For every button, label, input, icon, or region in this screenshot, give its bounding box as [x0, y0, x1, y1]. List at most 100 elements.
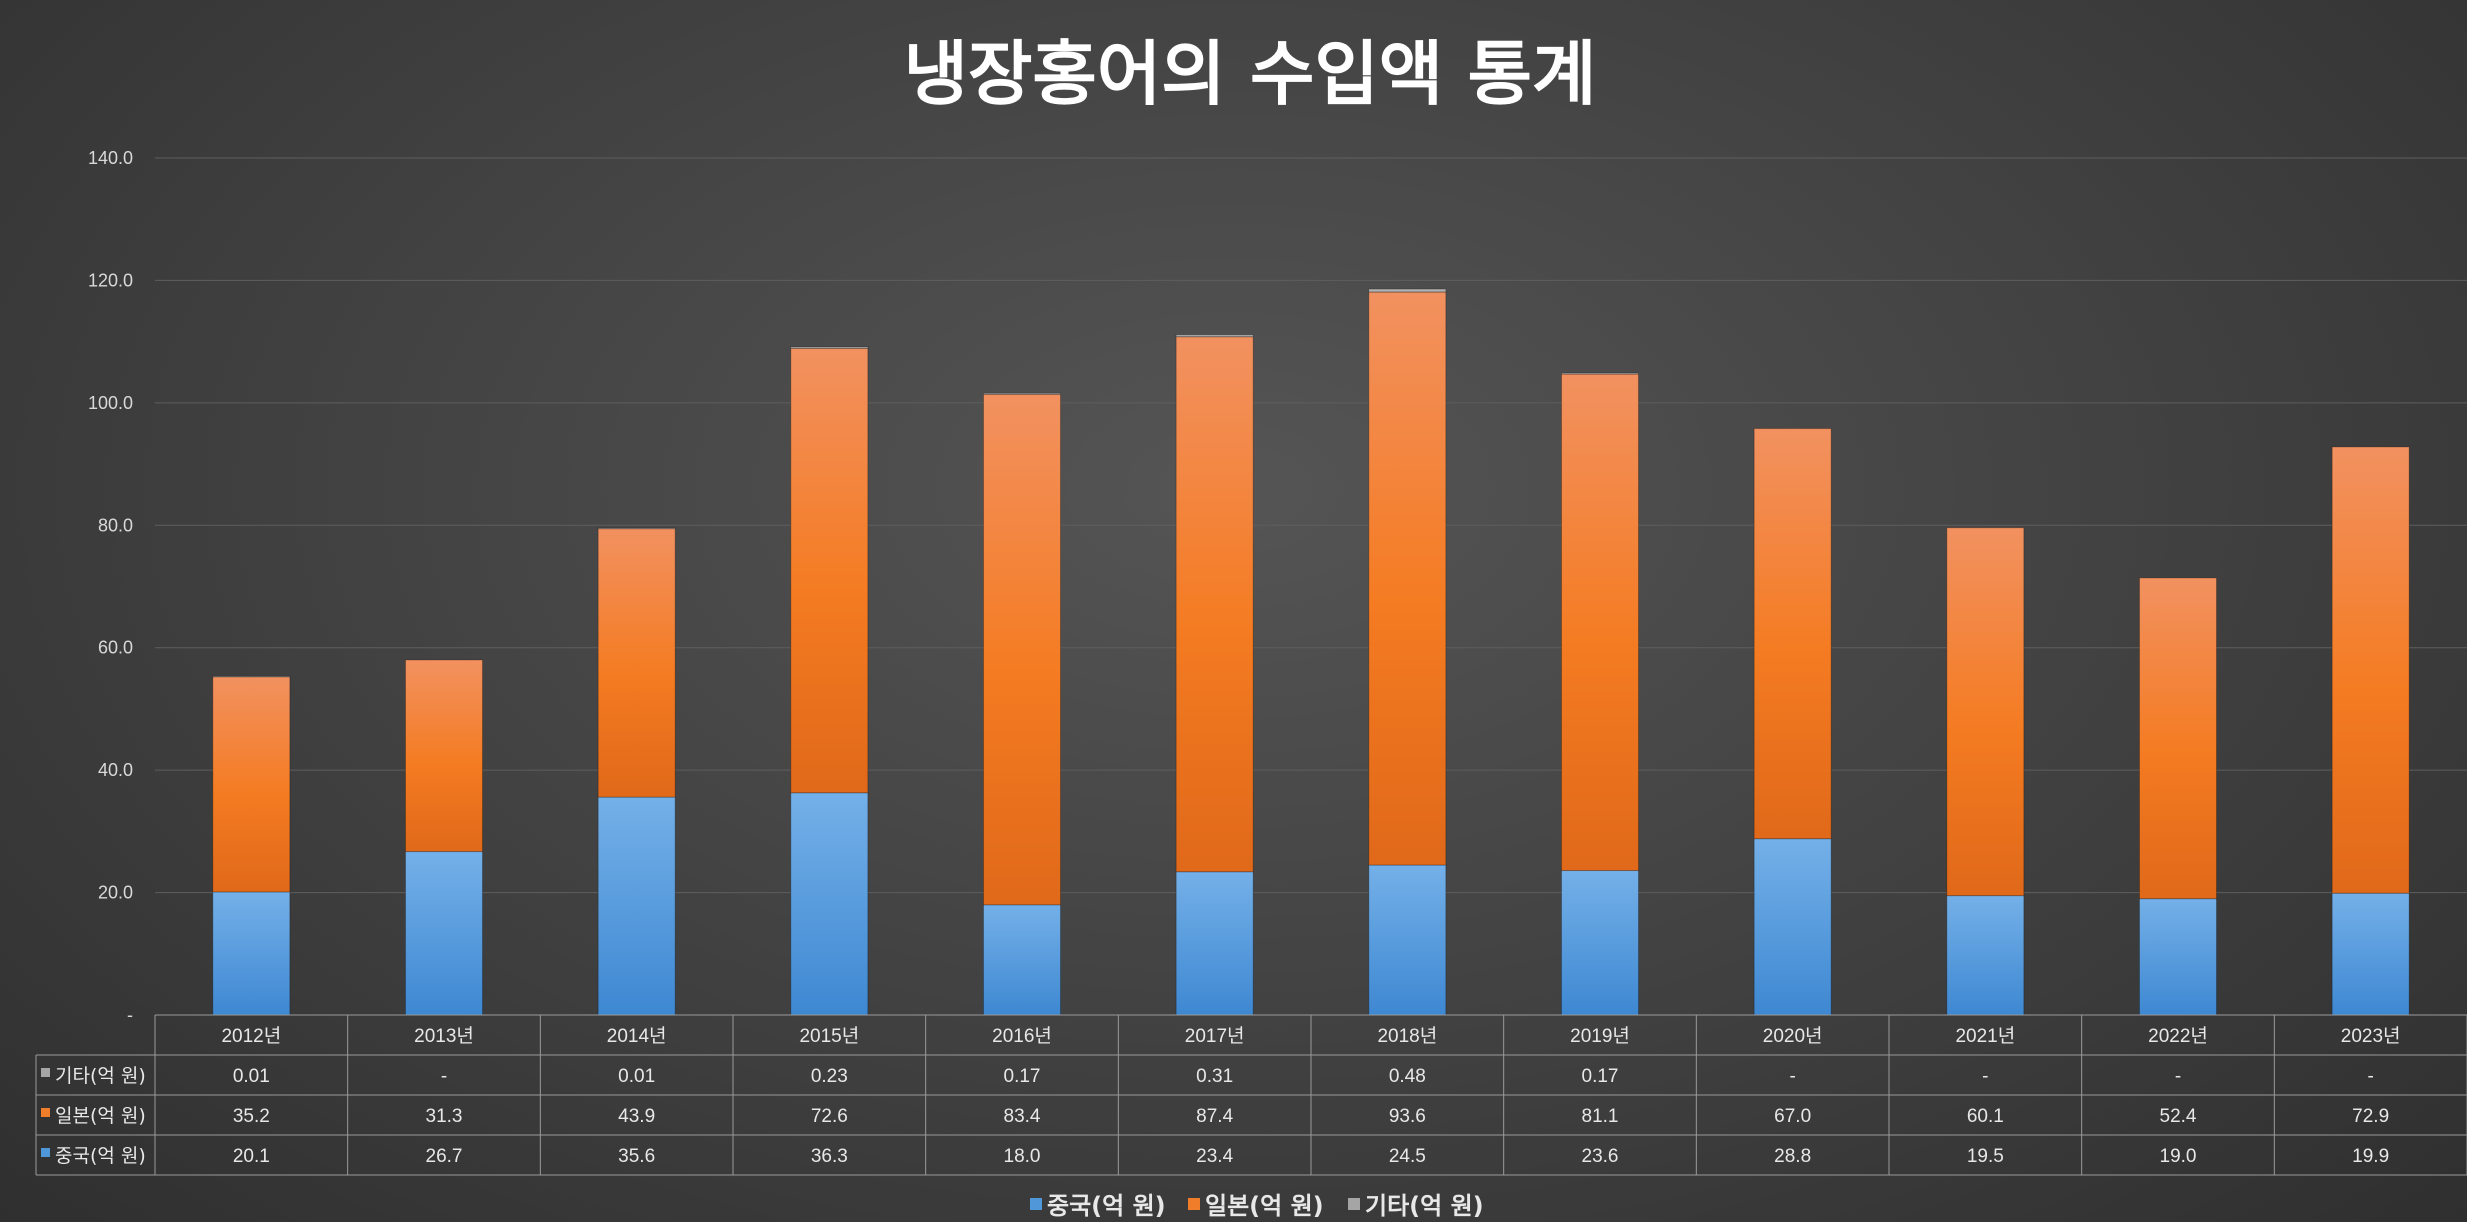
legend-label: 중국(억 원): [1047, 1192, 1166, 1220]
y-tick-label: 140.0: [88, 148, 133, 168]
bar-segment: [2139, 898, 2217, 1016]
table-cell-value: -: [2368, 1066, 2374, 1087]
bar-segment: [405, 659, 483, 853]
table-cell-value: 35.2: [233, 1106, 270, 1127]
bar-segment: [1561, 372, 1639, 375]
y-tick-label: 100.0: [88, 393, 133, 413]
table-row-label: 일본(억 원): [55, 1105, 146, 1127]
y-tick-label: 60.0: [98, 638, 133, 658]
bar-segment: [1561, 373, 1639, 872]
bar-segment: [1946, 527, 2025, 897]
table-category-label: 2015년: [799, 1025, 859, 1047]
table-cell-value: 0.01: [233, 1066, 270, 1087]
table-cell-value: 18.0: [1004, 1146, 1041, 1167]
bar-segment: [1368, 288, 1447, 293]
bar-segment: [2331, 892, 2410, 1016]
bar-segment: [1368, 864, 1447, 1016]
table-row-label: 기타(억 원): [55, 1065, 146, 1087]
bar-segment: [597, 796, 676, 1016]
y-tick-label: 120.0: [88, 270, 133, 290]
bar-segment: [983, 392, 1061, 395]
table-cell-value: 43.9: [618, 1106, 655, 1127]
table-cell-value: 81.1: [1582, 1106, 1619, 1127]
y-axis-tick-labels: - 20.0 40.0 60.0 80.0 100.0 120.0 140.0: [88, 148, 133, 1025]
bars: [212, 288, 2410, 1016]
y-tick-label: 80.0: [98, 515, 133, 535]
table-category-label: 2013년: [414, 1025, 474, 1047]
table-cell-value: 67.0: [1774, 1106, 1811, 1127]
table-category-label: 2017년: [1185, 1025, 1245, 1047]
legend-key: [1188, 1198, 1200, 1210]
y-tick-label: 20.0: [98, 883, 133, 903]
table-cell-value: 19.5: [1967, 1146, 2004, 1167]
table-cell-value: 23.6: [1582, 1146, 1619, 1167]
bar-segment: [597, 527, 676, 798]
table-cell-value: 72.9: [2352, 1106, 2389, 1127]
bar-segment: [790, 347, 869, 794]
table-category-label: 2012년: [221, 1025, 281, 1047]
table-cell-value: 60.1: [1967, 1106, 2004, 1127]
table-cell-value: 31.3: [426, 1106, 463, 1127]
table-cell-value: 0.31: [1196, 1066, 1233, 1087]
bar-segment: [405, 851, 483, 1016]
bar-segment: [1753, 838, 1832, 1016]
bar-segment: [1946, 895, 2025, 1016]
y-tick-label: -: [127, 1005, 133, 1025]
legend-key: [1030, 1198, 1042, 1210]
table-cell-value: 0.23: [811, 1066, 848, 1087]
table-cell-value: 24.5: [1389, 1146, 1426, 1167]
table-category-label: 2014년: [607, 1025, 667, 1047]
chart-title: 냉장홍어의 수입액 통계: [904, 33, 1597, 115]
bar-segment: [212, 675, 291, 678]
table-cell-value: 0.01: [618, 1066, 655, 1087]
bar-segment: [2139, 577, 2217, 900]
table-cell-value: 19.0: [2160, 1146, 2197, 1167]
table-cell-value: 72.6: [811, 1106, 848, 1127]
table-row-label: 중국(억 원): [55, 1145, 146, 1167]
bar-segment: [212, 891, 291, 1016]
table-row-legend-key: [41, 1108, 50, 1117]
bar-segment: [983, 904, 1061, 1016]
table-cell-value: 93.6: [1389, 1106, 1426, 1127]
table-cell-value: -: [441, 1066, 447, 1087]
table-cell-value: 0.48: [1389, 1066, 1426, 1087]
bar-segment: [212, 675, 291, 893]
table-cell-value: 20.1: [233, 1146, 270, 1167]
table-cell-value: 23.4: [1196, 1146, 1233, 1167]
table-cell-value: 35.6: [618, 1146, 655, 1167]
bar-segment: [597, 527, 676, 530]
bar-segment: [1561, 870, 1639, 1016]
table-cell-value: 87.4: [1196, 1106, 1233, 1127]
table-cell-value: -: [2175, 1066, 2181, 1087]
legend-key: [1348, 1198, 1360, 1210]
table-cell-value: 28.8: [1774, 1146, 1811, 1167]
bar-segment: [2331, 446, 2410, 894]
table-category-label: 2020년: [1763, 1025, 1823, 1047]
gridlines: [155, 157, 2467, 1016]
bar-segment: [1753, 428, 1832, 840]
table-row-legend-key: [41, 1068, 50, 1077]
table-cell-value: -: [1982, 1066, 1988, 1087]
table-category-label: 2023년: [2341, 1025, 2401, 1047]
legend-label: 기타(억 원): [1365, 1192, 1484, 1220]
table-row-legend-key: [41, 1148, 50, 1157]
bar-segment: [1368, 291, 1447, 866]
bar-segment: [1175, 336, 1254, 873]
table-category-label: 2021년: [1955, 1025, 2015, 1047]
y-tick-label: 40.0: [98, 760, 133, 780]
table-cell-value: 52.4: [2160, 1106, 2197, 1127]
legend: 중국(억 원) 일본(억 원) 기타(억 원): [1030, 1192, 1484, 1220]
bar-segment: [790, 792, 869, 1016]
table-cell-value: 0.17: [1004, 1066, 1041, 1087]
legend-label: 일본(억 원): [1205, 1192, 1324, 1220]
data-table: 2012년 2013년 2014년 2015년 2016년 2017년 2018년 2019년…: [35, 1014, 2467, 1176]
table-category-label: 2019년: [1570, 1025, 1630, 1047]
table-cell-value: 19.9: [2352, 1146, 2389, 1167]
table-category-label: 2022년: [2148, 1025, 2208, 1047]
table-cell-value: -: [1790, 1066, 1796, 1087]
table-cell-value: 26.7: [426, 1146, 463, 1167]
bar-segment: [790, 346, 869, 349]
table-cell-value: 0.17: [1582, 1066, 1619, 1087]
table-category-label: 2018년: [1377, 1025, 1437, 1047]
